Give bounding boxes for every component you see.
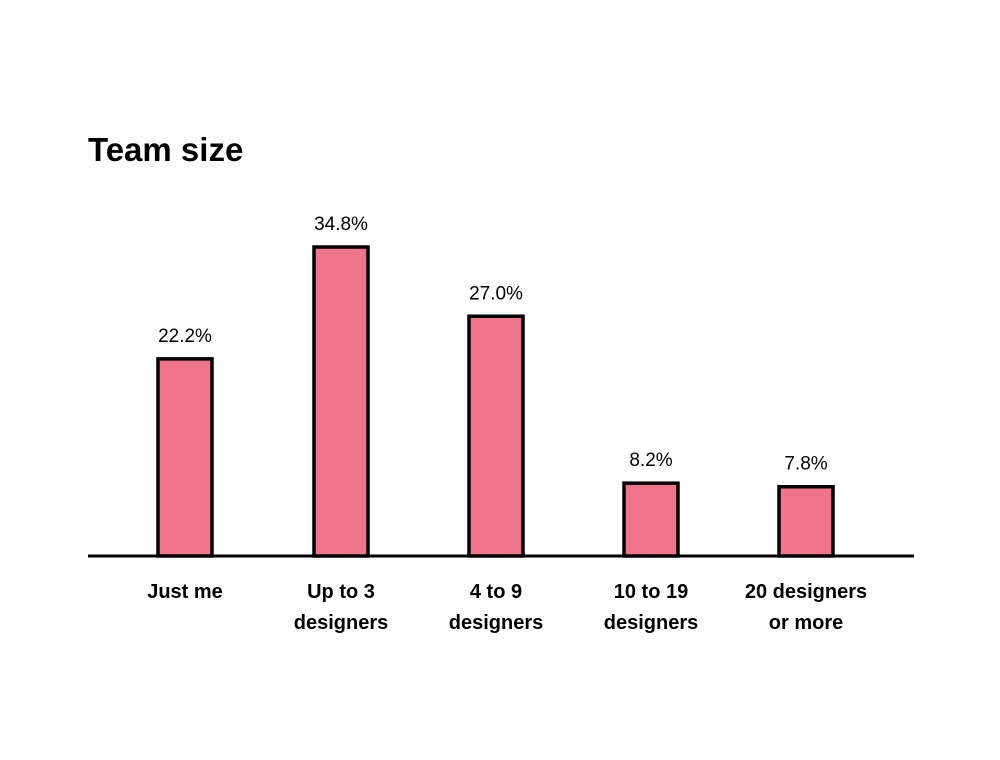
bar-2 <box>312 245 370 558</box>
bars-layer <box>156 245 835 558</box>
bar-5 <box>777 484 835 558</box>
category-label-3-line-1: 4 to 9 <box>470 581 522 603</box>
bar-4 <box>622 481 680 558</box>
value-labels-layer: 22.2% 34.8% 27.0% 8.2% 7.8% <box>158 214 828 475</box>
value-label-5: 7.8% <box>784 454 827 475</box>
value-label-1: 22.2% <box>158 326 212 347</box>
bar-3 <box>467 314 525 558</box>
category-label-2-line-1: Up to 3 <box>307 581 375 603</box>
value-label-2: 34.8% <box>314 214 368 235</box>
category-label-5-line-1: 20 designers <box>745 581 867 603</box>
category-label-3-line-2: designers <box>449 612 543 634</box>
category-label-5-line-2: or more <box>769 612 843 634</box>
value-label-4: 8.2% <box>629 450 672 471</box>
category-label-2-line-2: designers <box>294 612 388 634</box>
category-label-1-line-1: Just me <box>147 581 223 603</box>
category-label-5: 20 designers or more <box>745 581 867 634</box>
category-label-2: Up to 3 designers <box>294 581 388 634</box>
category-label-4-line-1: 10 to 19 <box>614 581 688 603</box>
category-label-3: 4 to 9 designers <box>449 581 543 634</box>
value-label-3: 27.0% <box>469 283 523 304</box>
bar-1 <box>156 357 214 558</box>
category-label-1: Just me <box>147 581 223 603</box>
category-label-4: 10 to 19 designers <box>604 581 698 634</box>
chart-title: Team size <box>88 131 243 168</box>
category-label-4-line-2: designers <box>604 612 698 634</box>
